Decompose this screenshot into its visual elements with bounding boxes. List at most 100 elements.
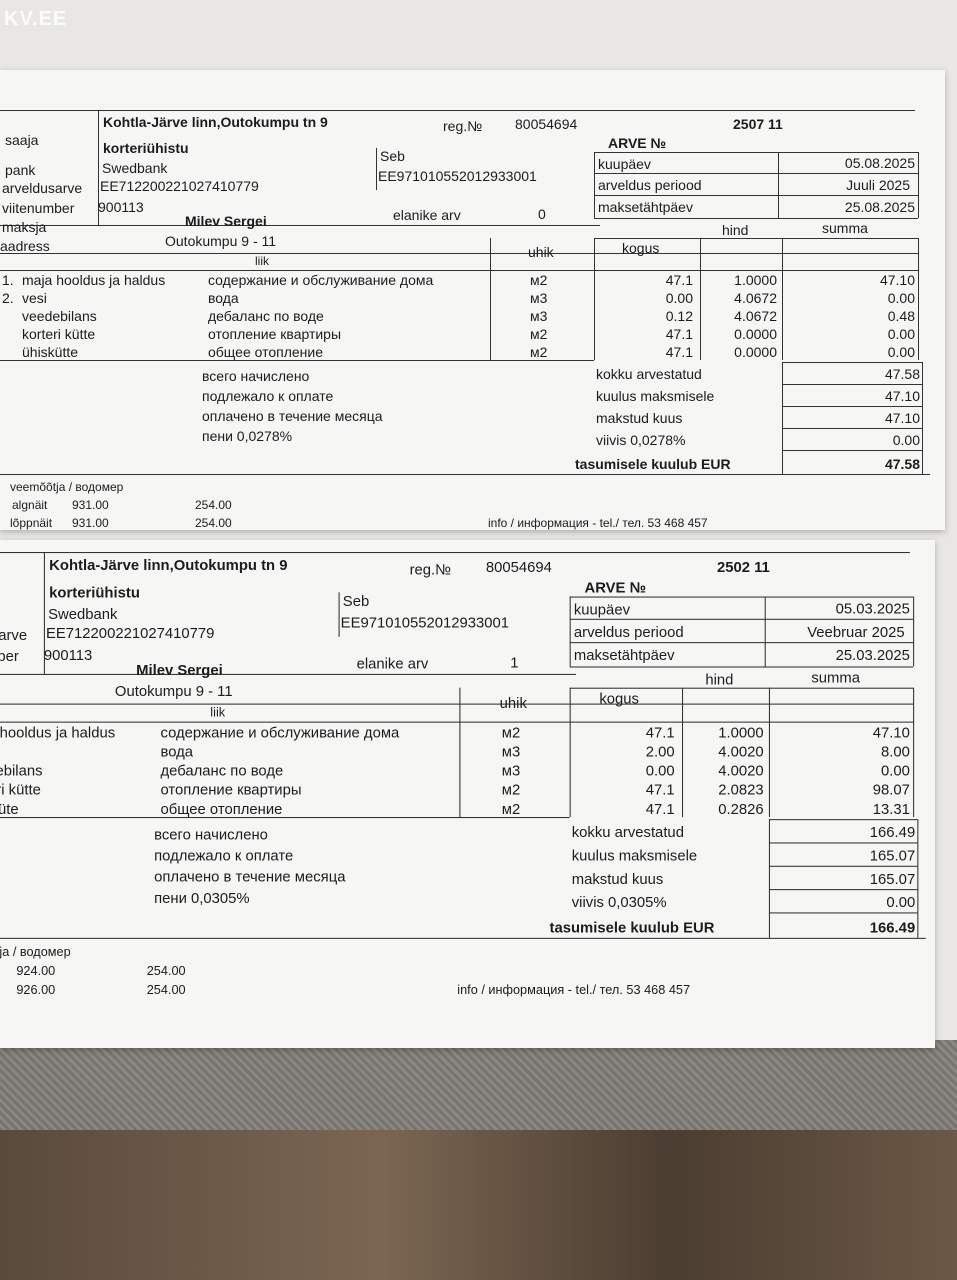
table-rule [0,552,910,554]
payer-address: Outokumpu 9 - 11 [165,233,277,249]
table-rule [918,238,919,360]
label-due-date: maksetähtpäev [573,646,675,664]
table-rule [768,819,918,821]
table-rule [764,596,766,667]
water-start-2: 254.00 [195,498,232,512]
total-label-ru: всего начислено [154,825,268,843]
table-rule [782,362,922,363]
total-label-et: kokku arvestatud [571,823,684,841]
row-name-ru: содержание и обслуживание дома [160,723,400,741]
label-reference: viitenumber [2,200,75,216]
table-rule [918,152,919,218]
table-rule [594,195,918,196]
bank-account: EE712200221027410779 [100,178,259,194]
label-amount-due: tasumisele kuulub EUR [549,918,715,936]
row-number: 1. [2,272,14,288]
row-unit: м2 [530,326,548,342]
recipient-type: korteriühistu [103,140,189,156]
fabric-background [0,1040,957,1140]
row-quantity: 2.00 [645,742,675,760]
row-unit: м2 [501,800,521,817]
label-date: kuupäev [573,600,630,618]
label-address: aadress [0,238,50,254]
bank2-name: Seb [380,148,405,164]
row-name-ru: вода [208,290,239,306]
total-label-ru: подлежало к оплате [154,846,294,864]
invoice-number: 2507 11 [733,116,783,132]
table-rule [338,592,340,637]
row-name-ru: общее отопление [160,800,283,817]
water-end-1: 926.00 [16,982,56,998]
row-sum: 0.00 [881,761,910,779]
total-label-et: kuulus maksmisele [596,388,715,404]
label-end-reading: lõppnäit [10,516,53,530]
bank2-name: Seb [342,592,370,610]
floor-background [0,1130,957,1280]
kv-ee-watermark: KV.EE [4,8,68,30]
label-account: arveldusarve [0,626,28,644]
col-uhik: uhik [499,694,527,711]
col-summa: summa [811,668,860,686]
invoice-number: 2502 11 [716,558,770,576]
bank-name: Swedbank [102,160,168,176]
total-label-ru: подлежало к оплате [202,388,334,404]
row-sum: 13.31 [872,800,910,817]
table-rule [782,428,922,429]
bank2-account: EE971010552012933001 [340,613,510,631]
total-value: 47.58 [884,366,920,382]
table-rule [376,148,377,190]
table-rule [782,362,783,474]
col-hind: hind [722,222,749,238]
row-price: 0.0000 [734,326,777,342]
table-rule [594,238,918,239]
water-end-2: 254.00 [195,516,232,530]
row-sum: 8.00 [881,742,910,760]
row-quantity: 0.12 [665,308,693,324]
row-name-et: maja hooldus ja haldus [0,723,116,741]
table-rule [0,703,914,705]
row-unit: м3 [530,290,548,306]
billing-period: Veebruar 2025 [807,623,905,640]
table-rule [0,360,594,361]
info-phone: info / информация - tel./ тел. 53 468 45… [457,982,691,998]
row-sum: 0.00 [887,290,915,306]
table-rule [569,596,914,598]
table-rule [0,225,600,226]
recipient-name: Kohtla-Järve linn,Outokumpu tn 9 [103,114,328,130]
water-start-2: 254.00 [146,963,186,979]
row-quantity: 47.1 [665,272,693,288]
row-name-ru: дебаланс по воде [208,308,324,324]
total-value: 166.49 [869,823,916,841]
row-name-et: maja hooldus ja haldus [22,272,166,288]
row-quantity: 47.1 [645,723,675,741]
table-rule [569,618,914,620]
penalty-label-et: viivis 0,0305% [571,893,667,911]
table-rule [913,687,915,817]
row-quantity: 47.1 [645,780,675,798]
row-name-et: veedebilans [22,308,97,324]
row-name-et: ühisküte [0,800,19,817]
label-water-meter: veemõõtja / водомер [10,480,124,494]
total-label-ru: всего начислено [202,368,310,384]
row-sum: 0.48 [887,308,915,324]
total-value: 165.07 [869,870,916,887]
row-quantity: 47.1 [665,326,693,342]
amount-due: 166.49 [869,918,916,936]
table-rule [768,687,770,817]
water-start-1: 931.00 [72,498,109,512]
col-hind: hind [705,670,734,688]
table-rule [569,642,914,644]
billing-period: Juuli 2025 [846,177,910,193]
amount-due: 47.58 [884,456,920,472]
payer-address: Outokumpu 9 - 11 [114,682,233,700]
table-rule [768,912,918,914]
reg-number: 80054694 [485,558,552,576]
table-rule [594,152,918,153]
row-name-ru: вода [160,742,194,760]
row-unit: м3 [501,761,521,779]
invoice-date: 05.08.2025 [844,155,915,171]
table-rule [778,152,779,218]
table-rule [782,406,922,407]
table-rule [0,817,570,819]
